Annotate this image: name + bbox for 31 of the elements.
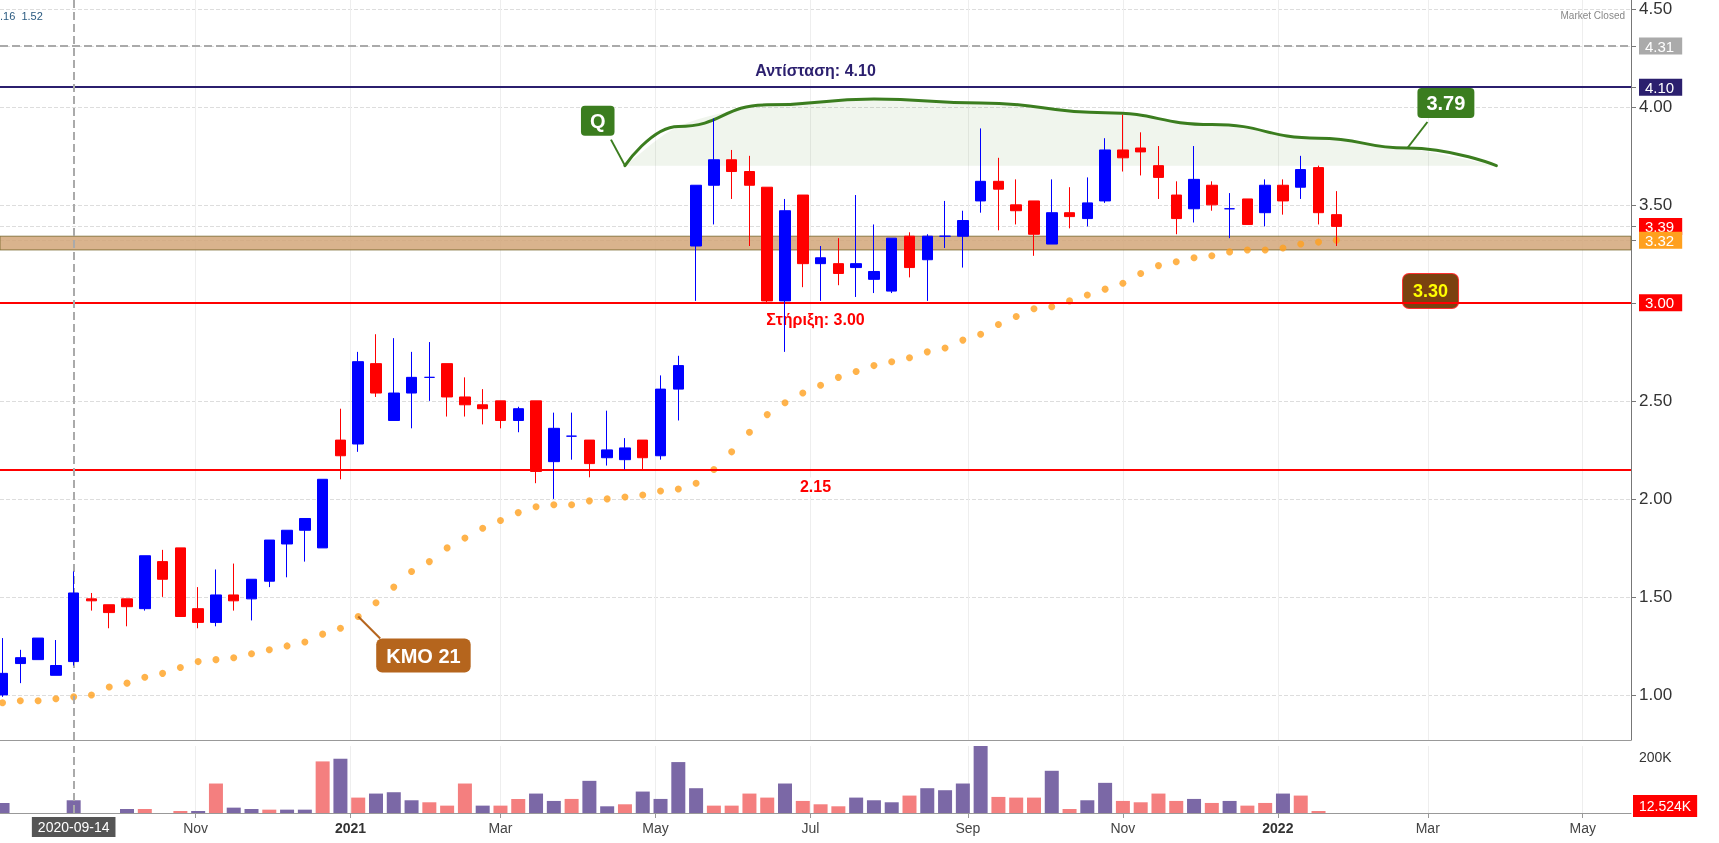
y-tick-label: 2.50	[1639, 391, 1673, 411]
x-tick-label: Mar	[488, 820, 513, 836]
y-tick-label: 3.50	[1639, 195, 1673, 215]
x-tick-label: Sep	[955, 820, 981, 836]
band-label: 3.30	[1413, 280, 1449, 301]
y-tick-label: 3.00	[1645, 294, 1675, 312]
x-tick-label: May	[1569, 820, 1596, 836]
annotation: Q	[589, 109, 606, 132]
y-tick-label: 4.10	[1645, 78, 1675, 96]
y-tick-label: 4.31	[1645, 37, 1675, 55]
y-tick-label: 1.50	[1639, 587, 1673, 607]
annotation: 3.79	[1426, 92, 1466, 114]
ref-line-label: 2020-09-14	[37, 819, 110, 835]
x-tick-label: Nov	[183, 820, 209, 836]
text: 200K	[1639, 749, 1673, 765]
ref-line-label: Αντίσταση: 4.10	[755, 61, 876, 79]
annotation: Market Closed	[1560, 9, 1625, 21]
y-tick-label: 4.50	[1639, 0, 1673, 19]
x-tick-label: 2021	[335, 820, 367, 836]
x-tick-label: May	[642, 820, 669, 836]
y-tick-label: 4.00	[1639, 97, 1673, 117]
text: 12.524K	[1639, 798, 1692, 814]
y-tick-label: 1.00	[1639, 685, 1673, 705]
series-label: ΚΜΟ 21	[386, 644, 461, 667]
y-tick-label: 2.00	[1639, 489, 1673, 509]
x-tick-label: Nov	[1110, 820, 1136, 836]
x-tick-label: Mar	[1415, 820, 1441, 836]
x-tick-label: 2022	[1262, 820, 1294, 836]
annotation: .16 1.52	[0, 9, 43, 22]
ref-line-label: 2.15	[799, 477, 832, 495]
x-tick-label: Jul	[801, 820, 820, 836]
